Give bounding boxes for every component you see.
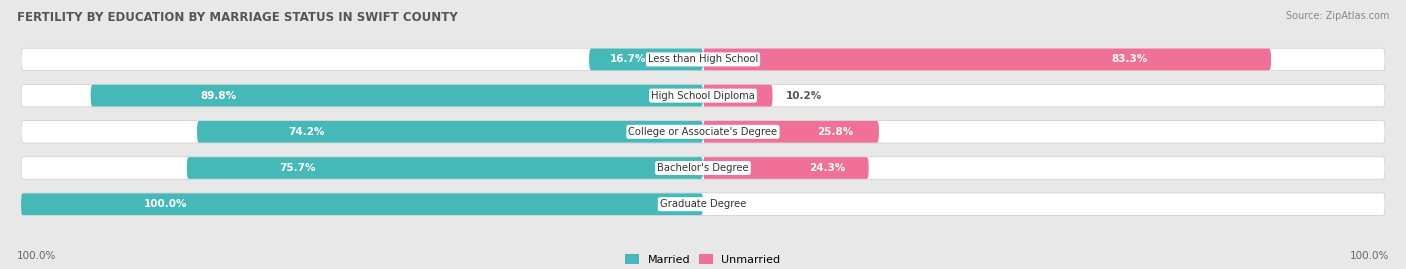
Text: 83.3%: 83.3% xyxy=(1111,54,1147,64)
FancyBboxPatch shape xyxy=(589,49,703,70)
FancyBboxPatch shape xyxy=(21,84,1385,107)
Text: 25.8%: 25.8% xyxy=(817,127,853,137)
Text: 24.3%: 24.3% xyxy=(808,163,845,173)
FancyBboxPatch shape xyxy=(187,157,703,179)
FancyBboxPatch shape xyxy=(21,193,1385,215)
FancyBboxPatch shape xyxy=(21,48,1385,71)
FancyBboxPatch shape xyxy=(703,121,879,143)
FancyBboxPatch shape xyxy=(703,157,869,179)
Text: 89.8%: 89.8% xyxy=(201,91,238,101)
Text: 74.2%: 74.2% xyxy=(288,127,325,137)
FancyBboxPatch shape xyxy=(703,85,772,107)
Text: Source: ZipAtlas.com: Source: ZipAtlas.com xyxy=(1285,11,1389,21)
Text: 75.7%: 75.7% xyxy=(280,163,316,173)
Text: 0.0%: 0.0% xyxy=(717,199,745,209)
Text: Bachelor's Degree: Bachelor's Degree xyxy=(657,163,749,173)
Text: 100.0%: 100.0% xyxy=(143,199,187,209)
Text: Graduate Degree: Graduate Degree xyxy=(659,199,747,209)
FancyBboxPatch shape xyxy=(21,121,1385,143)
Text: Less than High School: Less than High School xyxy=(648,54,758,64)
Text: 16.7%: 16.7% xyxy=(610,54,645,64)
FancyBboxPatch shape xyxy=(90,85,703,107)
Text: 10.2%: 10.2% xyxy=(786,91,823,101)
Text: High School Diploma: High School Diploma xyxy=(651,91,755,101)
Text: 100.0%: 100.0% xyxy=(17,251,56,261)
FancyBboxPatch shape xyxy=(21,193,703,215)
Text: College or Associate's Degree: College or Associate's Degree xyxy=(628,127,778,137)
FancyBboxPatch shape xyxy=(703,49,1271,70)
FancyBboxPatch shape xyxy=(197,121,703,143)
FancyBboxPatch shape xyxy=(21,157,1385,179)
Text: FERTILITY BY EDUCATION BY MARRIAGE STATUS IN SWIFT COUNTY: FERTILITY BY EDUCATION BY MARRIAGE STATU… xyxy=(17,11,457,24)
Text: 100.0%: 100.0% xyxy=(1350,251,1389,261)
Legend: Married, Unmarried: Married, Unmarried xyxy=(621,250,785,269)
